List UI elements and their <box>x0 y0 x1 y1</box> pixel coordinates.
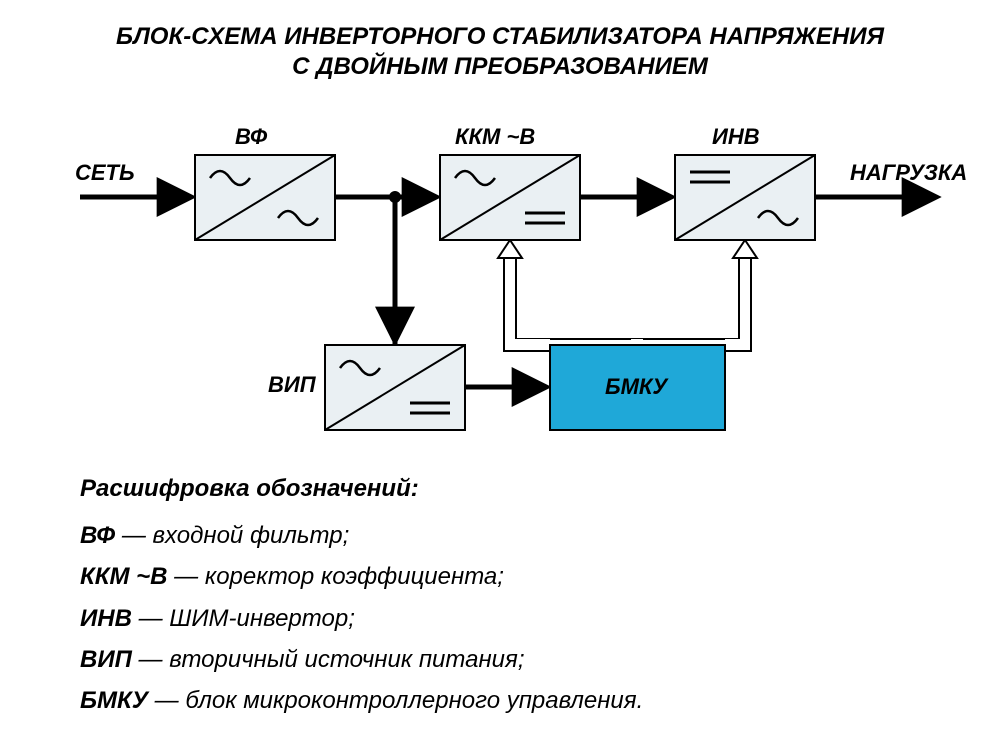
legend-def: вторичный источник питания; <box>169 646 524 673</box>
label-input: СЕТЬ <box>75 160 135 186</box>
legend-abbr: ВФ <box>80 522 115 549</box>
legend-def: коректор коэффициента; <box>205 563 504 590</box>
legend: Расшифровка обозначений: ВФ — входной фи… <box>80 470 643 723</box>
legend-def: входной фильтр; <box>153 522 350 549</box>
control-arrows <box>498 240 757 351</box>
junction-dot <box>389 191 401 203</box>
label-vip: ВИП <box>268 372 316 398</box>
legend-row: ИНВ — ШИМ-инвертор; <box>80 600 643 637</box>
legend-abbr: ИНВ <box>80 605 132 632</box>
label-inv: ИНВ <box>712 124 760 150</box>
legend-row: ВИП — вторичный источник питания; <box>80 641 643 678</box>
open-arrow-bmku-kkm-body <box>504 250 550 351</box>
legend-row: ВФ — входной фильтр; <box>80 517 643 554</box>
box-vf <box>195 155 335 240</box>
legend-row: БМКУ — блок микроконтроллерного управлен… <box>80 682 643 719</box>
block-diagram-svg <box>0 0 1000 475</box>
box-vip <box>325 345 465 430</box>
label-bmku: БМКУ <box>605 374 667 400</box>
legend-abbr: ККМ ~В <box>80 563 168 590</box>
open-arrow-bmku-kkm-head <box>498 240 522 258</box>
open-arrow-bmku-inv-head <box>733 240 757 258</box>
label-vf: ВФ <box>235 124 267 150</box>
label-kkm: ККМ ~В <box>455 124 535 150</box>
legend-row: ККМ ~В — коректор коэффициента; <box>80 558 643 595</box>
diagram-canvas: БЛОК-СХЕМА ИНВЕРТОРНОГО СТАБИЛИЗАТОРА НА… <box>0 0 1000 735</box>
label-output: НАГРУЗКА <box>850 160 967 186</box>
legend-abbr: БМКУ <box>80 687 148 714</box>
box-kkm <box>440 155 580 240</box>
box-inv <box>675 155 815 240</box>
legend-def: ШИМ-инвертор; <box>169 605 355 632</box>
legend-def: блок микроконтроллерного управления. <box>185 687 643 714</box>
open-arrow-bmku-inv-body <box>725 250 751 351</box>
legend-heading: Расшифровка обозначений: <box>80 470 643 507</box>
legend-abbr: ВИП <box>80 646 132 673</box>
